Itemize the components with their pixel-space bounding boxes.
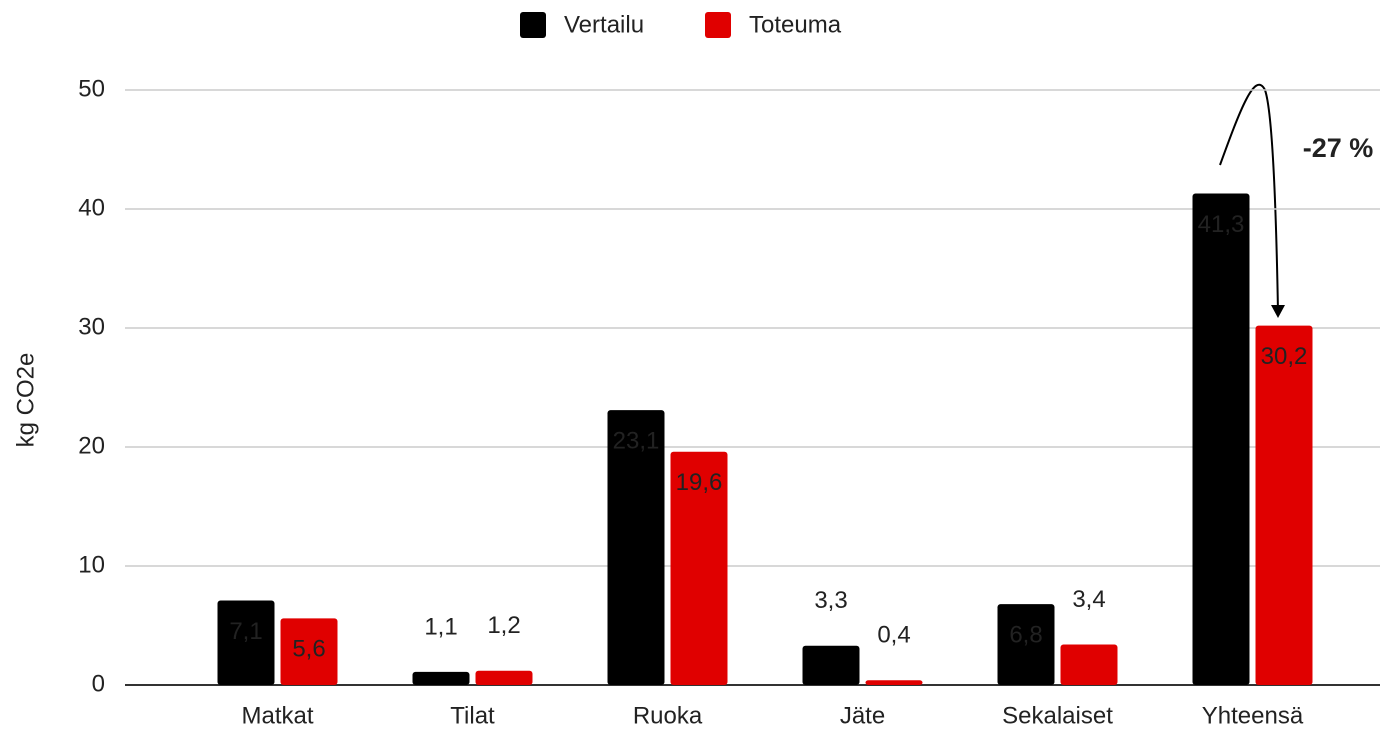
data-label: 3,4 [1072, 586, 1105, 613]
bar [997, 604, 1055, 685]
y-tick-label: 10 [78, 551, 105, 578]
bar [412, 671, 470, 685]
annotation: -27 % [1303, 133, 1374, 163]
y-tick-label: 40 [78, 194, 105, 221]
bar [1255, 325, 1313, 685]
bar [217, 600, 275, 685]
data-label: 23,1 [613, 427, 660, 454]
arrow-head [1271, 305, 1285, 318]
data-label: 7,1 [229, 618, 262, 645]
bar [1060, 644, 1118, 685]
data-label: 3,3 [814, 587, 847, 614]
x-tick-label: Yhteensä [1202, 702, 1304, 729]
y-tick-label: 0 [92, 670, 105, 697]
x-tick-label: Jäte [840, 702, 885, 729]
data-label: 1,2 [487, 612, 520, 639]
legend-swatch [705, 12, 731, 38]
bar [607, 410, 665, 685]
x-tick-label: Matkat [241, 702, 313, 729]
bar [475, 670, 533, 685]
annotation-arrow [1219, 83, 1279, 313]
bar [802, 645, 860, 685]
y-tick-label: 20 [78, 432, 105, 459]
bar [280, 618, 338, 685]
data-label: 0,4 [877, 622, 910, 649]
x-tick-label: Sekalaiset [1002, 702, 1113, 729]
legend-label: Toteuma [749, 11, 842, 38]
y-axis-label: kg CO2e [12, 353, 39, 448]
data-label: 41,3 [1198, 211, 1245, 238]
data-label: 6,8 [1009, 621, 1042, 648]
bar [865, 680, 923, 685]
legend-label: Vertailu [564, 11, 644, 38]
bar [670, 451, 728, 685]
data-label: 1,1 [424, 613, 457, 640]
legend-swatch [520, 12, 546, 38]
bar [1192, 193, 1250, 685]
y-tick-label: 50 [78, 75, 105, 102]
y-tick-label: 30 [78, 313, 105, 340]
data-label: 5,6 [292, 636, 325, 663]
x-tick-label: Tilat [450, 702, 495, 729]
data-label: 19,6 [676, 469, 723, 496]
x-tick-label: Ruoka [633, 702, 703, 729]
data-label: 30,2 [1261, 343, 1308, 370]
